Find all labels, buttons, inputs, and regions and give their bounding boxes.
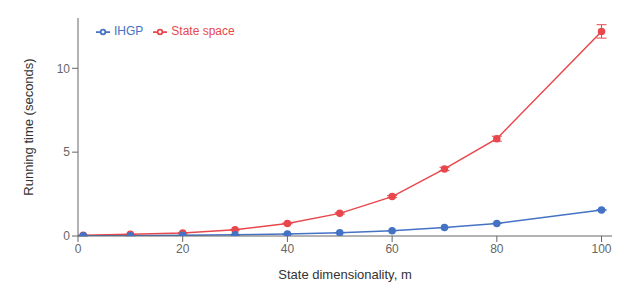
svg-text:10: 10 — [57, 62, 71, 76]
html-text:IHGP: IHGP — [114, 24, 144, 38]
svg-text:State dimensionality, m: State dimensionality, m — [278, 267, 411, 282]
svg-text:0: 0 — [63, 229, 70, 243]
html-text:State space: State space — [171, 24, 235, 38]
svg-text:Running time (seconds): Running time (seconds) — [21, 58, 36, 195]
svg-text:0: 0 — [75, 242, 82, 256]
svg-text:5: 5 — [63, 145, 70, 159]
svg-text:100: 100 — [592, 242, 612, 256]
svg-text:40: 40 — [281, 242, 295, 256]
svg-text:20: 20 — [176, 242, 190, 256]
svg-text:60: 60 — [385, 242, 399, 256]
svg-text:80: 80 — [490, 242, 504, 256]
